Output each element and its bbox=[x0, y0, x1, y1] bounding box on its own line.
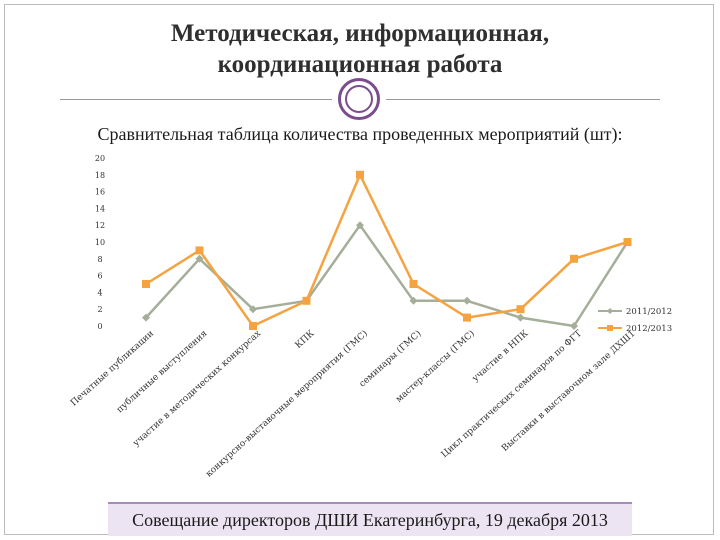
data-point-diamond bbox=[516, 313, 525, 322]
y-tick-label: 0 bbox=[97, 322, 102, 331]
data-point-square bbox=[142, 280, 150, 288]
x-category-label: конкурсно-выставочные мероприятия (ГМС) bbox=[203, 328, 370, 479]
y-tick-label: 20 bbox=[95, 154, 105, 163]
legend-marker-diamond bbox=[607, 308, 613, 314]
series-line-0 bbox=[145, 223, 629, 328]
data-point-square bbox=[516, 305, 525, 314]
x-category-label: КПК bbox=[294, 329, 317, 351]
data-point-square bbox=[249, 322, 257, 330]
data-point-square bbox=[302, 296, 311, 305]
data-point-square bbox=[570, 254, 578, 263]
footer-caption: Совещание директоров ДШИ Екатеринбурга, … bbox=[108, 502, 632, 536]
legend-label: 2012/2013 bbox=[626, 324, 672, 334]
data-point-diamond bbox=[463, 296, 471, 305]
data-point-diamond bbox=[195, 254, 204, 263]
y-tick-label: 16 bbox=[95, 188, 105, 197]
y-tick-label: 6 bbox=[97, 272, 102, 281]
data-point-square bbox=[356, 170, 364, 179]
data-point-diamond bbox=[142, 313, 150, 322]
data-point-square bbox=[463, 313, 471, 322]
legend-marker-square bbox=[607, 325, 613, 331]
data-point-square bbox=[195, 246, 204, 255]
divider-right bbox=[386, 99, 660, 100]
data-point-diamond bbox=[409, 296, 418, 305]
x-category-label: публичные выступления bbox=[114, 328, 209, 415]
title-line-1: Методическая, информационная, bbox=[170, 20, 550, 47]
x-category-label: участие в НПК bbox=[471, 329, 531, 384]
y-tick-label: 14 bbox=[95, 204, 105, 213]
data-point-square bbox=[623, 238, 632, 246]
y-tick-label: 10 bbox=[95, 238, 105, 247]
y-tick-label: 12 bbox=[95, 221, 105, 230]
y-tick-label: 2 bbox=[97, 305, 102, 314]
title-line-2: координационная работа bbox=[217, 51, 503, 78]
y-tick-label: 18 bbox=[95, 171, 105, 180]
series-line-1 bbox=[145, 173, 628, 328]
y-tick-label: 4 bbox=[97, 288, 102, 297]
slide-title: Методическая, информационная, координаци… bbox=[0, 18, 720, 80]
data-point-square bbox=[409, 280, 418, 288]
data-point-diamond bbox=[249, 305, 257, 314]
legend-label: 2011/2012 bbox=[626, 307, 672, 317]
data-point-diamond bbox=[356, 221, 364, 230]
chart-title: Сравнительная таблица количества проведе… bbox=[97, 124, 623, 144]
divider-left bbox=[60, 99, 332, 100]
data-point-diamond bbox=[570, 322, 578, 330]
decorative-circle-icon bbox=[338, 78, 380, 120]
x-category-label: Печатные публикации bbox=[68, 328, 156, 408]
y-tick-label: 8 bbox=[97, 255, 102, 264]
